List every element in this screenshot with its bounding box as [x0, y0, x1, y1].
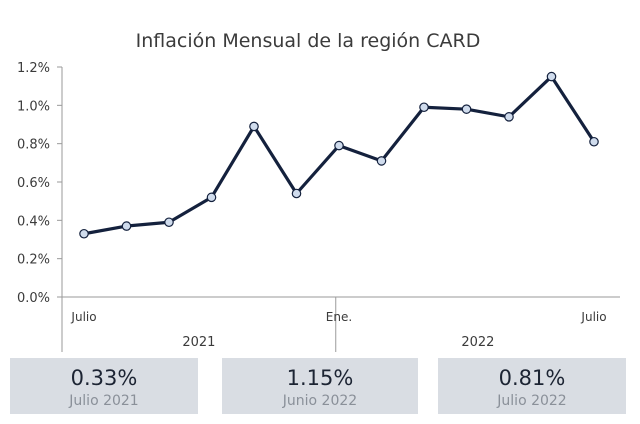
chart-title: Inflación Mensual de la región CARD [136, 30, 481, 52]
data-point [291, 188, 302, 199]
year-label: 2022 [461, 335, 494, 350]
x-tick-label: Julio [70, 310, 96, 324]
stat-value: 0.33% [70, 366, 138, 390]
y-axis: 0.0% 0.2% 0.4% 0.6% 0.8% 1.0% 1.2% [17, 61, 63, 352]
data-point [589, 136, 599, 147]
y-tick-label: 1.0% [17, 99, 50, 114]
stat-value: 0.81% [498, 366, 566, 390]
stat-card-1: 1.15% Junio 2022 [222, 358, 418, 414]
stat-card-0: 0.33% Julio 2021 [10, 358, 198, 414]
data-point [334, 140, 344, 151]
y-tick-label: 0.4% [17, 214, 50, 229]
data-point [546, 71, 557, 82]
data-point [461, 104, 472, 114]
data-point [419, 102, 429, 113]
stat-label: Julio 2022 [497, 393, 567, 409]
data-point [249, 121, 259, 132]
data-point [121, 221, 132, 231]
y-tick-label: 1.2% [17, 61, 50, 76]
y-tick-label: 0.6% [17, 176, 50, 191]
stat-label: Julio 2021 [69, 393, 139, 409]
year-label: 2021 [182, 335, 215, 350]
x-tick-label: Ene. [326, 310, 352, 324]
x-tick-label: Julio [580, 310, 606, 324]
data-point [376, 156, 387, 166]
data-point [79, 228, 89, 239]
stat-value: 1.15% [286, 366, 354, 390]
stat-label: Junio 2022 [282, 393, 358, 409]
series-line [83, 74, 596, 236]
stat-card-2: 0.81% Julio 2022 [438, 358, 626, 414]
x-axis: Julio Ene. Julio 2021 2022 [62, 296, 620, 352]
data-point [504, 112, 514, 122]
y-tick-label: 0.2% [17, 253, 50, 268]
data-point [206, 192, 217, 203]
y-tick-label: 0.8% [17, 138, 50, 153]
series-group [79, 71, 599, 239]
data-point [164, 217, 174, 228]
y-tick-label: 0.0% [17, 291, 50, 306]
